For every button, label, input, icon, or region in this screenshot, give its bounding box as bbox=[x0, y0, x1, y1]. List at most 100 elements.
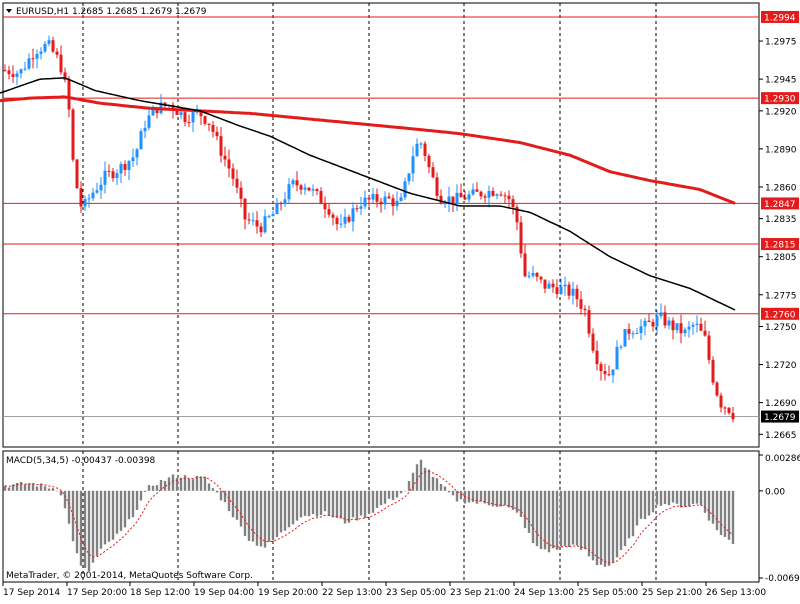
macd-bar-172 bbox=[691, 490, 695, 504]
macd-bar-9 bbox=[39, 483, 43, 491]
macd-bar-139 bbox=[559, 490, 563, 547]
candle-body-61 bbox=[247, 219, 251, 221]
macd-bar-165 bbox=[663, 490, 667, 504]
candle-body-87 bbox=[351, 208, 355, 222]
candle-body-144 bbox=[579, 299, 583, 309]
candle-body-22 bbox=[91, 192, 95, 199]
symbol-menu-arrow-icon[interactable] bbox=[6, 9, 12, 13]
candle-body-60 bbox=[243, 198, 247, 220]
candle-body-123 bbox=[495, 194, 499, 196]
macd-bar-72 bbox=[291, 490, 295, 525]
macd-bar-99 bbox=[399, 490, 403, 494]
macd-bar-92 bbox=[371, 490, 375, 513]
candle-body-28 bbox=[115, 173, 119, 179]
moving-averages bbox=[0, 77, 736, 311]
price-tick-label-7: 1.2775 bbox=[765, 291, 797, 301]
candle-body-77 bbox=[311, 189, 315, 191]
candle-body-58 bbox=[235, 178, 239, 188]
macd-bar-59 bbox=[239, 490, 243, 527]
macd-bar-146 bbox=[587, 490, 591, 557]
candle-body-10 bbox=[43, 43, 47, 52]
price-tick-label-4: 1.2860 bbox=[765, 183, 797, 193]
macd-bar-35 bbox=[143, 490, 147, 492]
candle-body-160 bbox=[643, 320, 647, 327]
macd-bar-134 bbox=[539, 490, 543, 550]
level-badge-0 bbox=[761, 10, 799, 23]
macd-bar-22 bbox=[91, 490, 95, 563]
macd-bar-179 bbox=[719, 490, 723, 535]
macd-bar-14 bbox=[59, 490, 63, 496]
candle-body-117 bbox=[471, 189, 475, 195]
macd-bar-48 bbox=[195, 475, 199, 491]
macd-bar-167 bbox=[671, 490, 675, 503]
macd-bar-170 bbox=[683, 490, 687, 507]
candle-body-43 bbox=[175, 110, 179, 116]
candle-body-174 bbox=[699, 323, 703, 331]
macd-bar-106 bbox=[427, 469, 431, 491]
macd-bar-95 bbox=[383, 490, 387, 504]
candle-body-164 bbox=[659, 312, 663, 317]
price-tick-label-11: 1.2665 bbox=[765, 431, 797, 441]
macd-bar-65 bbox=[263, 490, 267, 548]
macd-bar-0 bbox=[3, 485, 7, 491]
macd-bar-150 bbox=[603, 490, 607, 567]
candle-body-29 bbox=[119, 164, 123, 174]
candle-body-147 bbox=[591, 333, 595, 351]
macd-bar-75 bbox=[303, 490, 307, 516]
macd-bar-160 bbox=[643, 490, 647, 520]
macd-bar-85 bbox=[343, 490, 347, 524]
macd-bar-38 bbox=[155, 485, 159, 491]
candle-body-102 bbox=[411, 156, 415, 174]
candle-body-14 bbox=[59, 54, 63, 73]
time-tick-label-3: 19 Sep 04:00 bbox=[194, 588, 254, 598]
macd-bar-131 bbox=[527, 490, 531, 533]
macd-bar-94 bbox=[379, 490, 383, 506]
macd-tick-label-0: 0.00286 bbox=[765, 454, 800, 464]
macd-bar-143 bbox=[575, 490, 579, 546]
macd-bar-68 bbox=[275, 490, 279, 538]
candle-body-79 bbox=[319, 191, 323, 204]
candle-body-114 bbox=[459, 192, 463, 198]
candle-body-31 bbox=[127, 161, 131, 170]
price-tick-label-0: 1.2975 bbox=[765, 38, 797, 48]
candle-body-78 bbox=[315, 189, 319, 192]
macd-bar-158 bbox=[635, 490, 639, 526]
macd-bar-93 bbox=[375, 490, 379, 508]
macd-bar-173 bbox=[695, 490, 699, 504]
candle-body-149 bbox=[599, 364, 603, 372]
macd-bar-44 bbox=[179, 477, 183, 491]
candle-body-120 bbox=[483, 196, 487, 198]
candle-body-178 bbox=[715, 382, 719, 396]
candle-body-179 bbox=[719, 395, 723, 408]
candle-body-100 bbox=[403, 181, 407, 198]
macd-bar-79 bbox=[319, 490, 323, 516]
macd-bar-105 bbox=[423, 467, 427, 491]
candle-body-166 bbox=[667, 320, 671, 326]
macd-bar-30 bbox=[123, 490, 127, 528]
time-tick-label-4: 19 Sep 20:00 bbox=[258, 588, 318, 598]
candle-body-84 bbox=[339, 223, 343, 225]
macd-bar-56 bbox=[227, 490, 231, 512]
macd-bar-76 bbox=[307, 490, 311, 517]
time-tick-label-10: 25 Sep 21:00 bbox=[642, 588, 702, 598]
candle-body-163 bbox=[655, 316, 659, 327]
candle-body-12 bbox=[51, 40, 55, 52]
candle-body-49 bbox=[199, 111, 203, 117]
candle-body-8 bbox=[35, 53, 39, 59]
macd-bar-86 bbox=[347, 490, 351, 523]
candle-body-133 bbox=[535, 272, 539, 277]
macd-bar-21 bbox=[87, 490, 91, 572]
candle-body-136 bbox=[547, 283, 551, 289]
candle-body-21 bbox=[87, 198, 91, 200]
macd-histogram bbox=[3, 459, 735, 572]
price-tick-label-10: 1.2690 bbox=[765, 399, 797, 409]
macd-bar-114 bbox=[459, 490, 463, 500]
candle-body-140 bbox=[563, 284, 567, 287]
macd-bar-81 bbox=[327, 490, 331, 516]
level-badge-4 bbox=[761, 307, 799, 320]
macd-bar-110 bbox=[443, 486, 447, 491]
candle-body-115 bbox=[463, 197, 467, 200]
candle-body-105 bbox=[423, 143, 427, 156]
